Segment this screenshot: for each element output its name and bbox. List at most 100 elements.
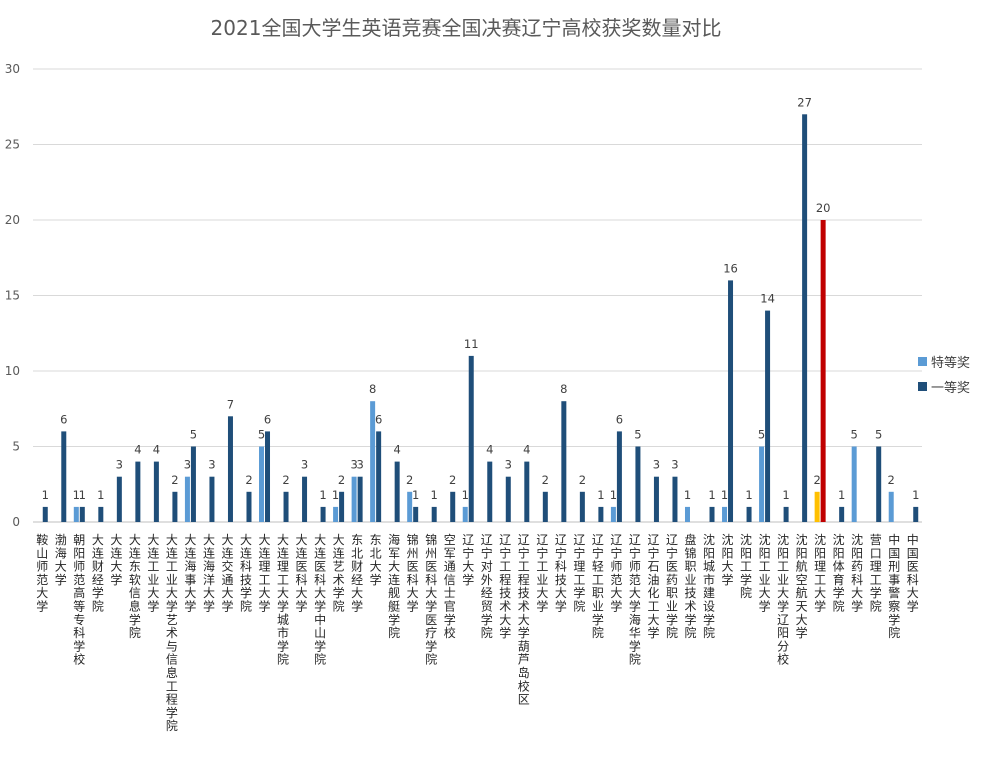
- svg-text:学: 学: [240, 585, 252, 600]
- bar-first-19: [394, 461, 400, 522]
- svg-text:辽: 辽: [462, 533, 474, 547]
- svg-text:院: 院: [684, 626, 696, 640]
- svg-text:洋: 洋: [203, 572, 215, 587]
- bar-first-18: [376, 431, 382, 522]
- data-label-first-47: 1: [912, 488, 919, 502]
- svg-text:事: 事: [888, 573, 900, 587]
- svg-text:理: 理: [814, 560, 826, 574]
- svg-text:业: 业: [759, 573, 771, 587]
- chart-title: 2021全国大学生英语竞赛全国决赛辽宁高校获奖数量对比: [210, 16, 722, 40]
- svg-text:院: 院: [870, 600, 882, 614]
- svg-text:工: 工: [277, 573, 289, 587]
- svg-text:学: 学: [870, 585, 882, 600]
- svg-text:渤: 渤: [55, 533, 67, 547]
- data-label-first-11: 2: [245, 473, 252, 487]
- svg-text:锦: 锦: [407, 533, 419, 547]
- svg-text:市: 市: [703, 572, 715, 587]
- svg-text:学: 学: [555, 599, 567, 614]
- bar-first-39: [765, 310, 771, 522]
- svg-text:学: 学: [684, 612, 696, 627]
- svg-text:技: 技: [518, 586, 530, 600]
- svg-text:辽: 辽: [518, 533, 530, 547]
- svg-text:阳: 阳: [740, 546, 752, 560]
- svg-text:宁: 宁: [647, 545, 659, 560]
- svg-text:岛: 岛: [518, 665, 530, 680]
- y-tick-label-5: 5: [12, 440, 20, 454]
- svg-text:医: 医: [907, 560, 919, 574]
- legend-label-first: 一等奖: [931, 381, 971, 396]
- bar-first-14: [302, 476, 308, 522]
- svg-text:程: 程: [518, 572, 530, 587]
- svg-text:阳: 阳: [759, 546, 771, 560]
- data-label-special-20: 2: [406, 473, 413, 487]
- svg-text:医: 医: [425, 560, 437, 574]
- svg-text:工: 工: [870, 573, 882, 587]
- data-label-first-5: 4: [134, 443, 141, 457]
- svg-text:学: 学: [36, 599, 48, 614]
- legend-swatch-first: [918, 382, 927, 391]
- svg-text:锦: 锦: [425, 533, 437, 547]
- svg-text:华: 华: [629, 626, 641, 640]
- svg-text:海: 海: [184, 559, 196, 574]
- bar-first-5: [135, 461, 141, 522]
- bar-special-16: [333, 506, 339, 522]
- svg-text:科: 科: [425, 573, 437, 587]
- data-label-first-43: 1: [838, 488, 845, 502]
- svg-text:工: 工: [259, 573, 271, 587]
- svg-text:工: 工: [499, 560, 511, 574]
- svg-text:艺: 艺: [166, 613, 178, 627]
- svg-text:士: 士: [444, 586, 456, 600]
- bar-first-47: [913, 506, 919, 522]
- svg-text:学: 学: [147, 599, 159, 614]
- bar-special-44: [851, 446, 857, 522]
- svg-text:宁: 宁: [499, 545, 511, 560]
- data-label-first-10: 7: [227, 397, 234, 411]
- svg-text:师: 师: [610, 560, 622, 574]
- svg-text:宁: 宁: [481, 545, 493, 560]
- svg-text:沈: 沈: [722, 532, 734, 547]
- bar-first-1: [61, 431, 67, 522]
- svg-text:理: 理: [277, 560, 289, 574]
- svg-text:程: 程: [499, 572, 511, 587]
- svg-text:药: 药: [666, 573, 678, 587]
- svg-text:宁: 宁: [536, 545, 548, 560]
- svg-text:建: 建: [703, 586, 715, 600]
- bar-first-3: [98, 506, 104, 522]
- svg-text:辽: 辽: [536, 533, 548, 547]
- svg-text:大: 大: [407, 586, 419, 600]
- svg-text:沈: 沈: [851, 532, 863, 547]
- svg-text:刑: 刑: [888, 560, 900, 574]
- svg-text:工: 工: [518, 560, 530, 574]
- svg-text:大: 大: [555, 586, 567, 600]
- svg-text:山: 山: [36, 546, 48, 560]
- data-label-first-39: 14: [760, 292, 775, 306]
- legend-label-special: 特等奖: [931, 356, 971, 371]
- svg-text:沈: 沈: [796, 532, 808, 547]
- svg-text:院: 院: [166, 719, 178, 733]
- svg-text:沈: 沈: [814, 532, 826, 547]
- svg-text:辽: 辽: [555, 533, 567, 547]
- svg-text:大: 大: [425, 586, 437, 600]
- legend-swatch-special: [918, 357, 927, 366]
- svg-text:师: 师: [36, 560, 48, 574]
- svg-text:校: 校: [444, 625, 456, 640]
- bar-first-40: [783, 506, 789, 522]
- bar-first-30: [598, 506, 604, 522]
- data-label-first-45: 5: [875, 428, 882, 442]
- svg-text:油: 油: [647, 573, 659, 587]
- svg-text:学: 学: [907, 599, 919, 614]
- svg-text:大: 大: [203, 586, 215, 600]
- svg-text:大: 大: [240, 533, 252, 547]
- svg-text:学: 学: [703, 612, 715, 627]
- svg-text:大: 大: [147, 586, 159, 600]
